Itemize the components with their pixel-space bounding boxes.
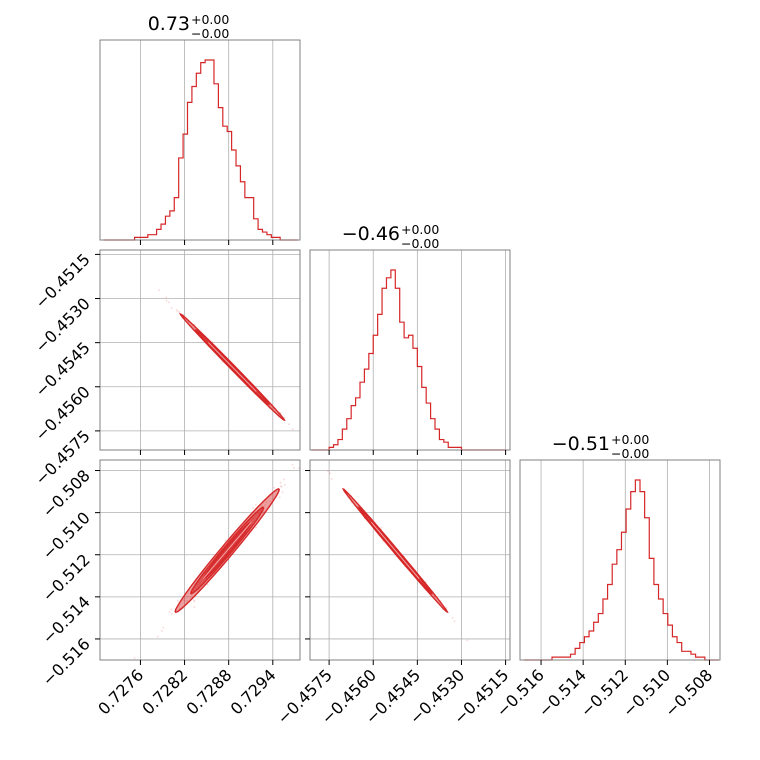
- scatter-point: [265, 501, 268, 504]
- param-title-1: −0.46: [342, 223, 400, 245]
- panel-frame: [309, 459, 511, 661]
- x-tick-label: 0.7288: [182, 665, 235, 718]
- param-err-minus-0: −0.00: [191, 26, 229, 41]
- scatter-point: [168, 610, 171, 613]
- scatter-point: [282, 478, 285, 481]
- x-tick-label: 0.7276: [94, 665, 147, 718]
- panel-frame: [519, 459, 721, 661]
- scatter-point: [380, 526, 383, 529]
- scatter-point: [175, 308, 178, 311]
- scatter-point: [193, 606, 196, 609]
- contour-core: [207, 342, 257, 392]
- scatter-point: [165, 299, 168, 302]
- param-err-minus-2: −0.00: [611, 446, 649, 461]
- scatter-point: [288, 423, 290, 426]
- scatter-point: [330, 478, 333, 480]
- scatter-point: [269, 404, 271, 407]
- scatter-point: [254, 503, 257, 506]
- scatter-point: [445, 607, 448, 609]
- panel-1-1: −0.46 +0.00−0.00: [309, 222, 511, 455]
- scatter-point: [255, 526, 258, 529]
- panel-frame: [309, 249, 511, 451]
- scatter-point: [291, 428, 294, 430]
- scatter-point: [451, 617, 454, 619]
- scatter-point: [224, 539, 227, 542]
- scatter-point: [176, 599, 179, 602]
- scatter-point: [291, 463, 294, 466]
- histogram-step-2: [524, 479, 719, 661]
- param-err-plus-1: +0.00: [401, 222, 439, 237]
- scatter-point: [167, 301, 170, 304]
- scatter-point: [279, 481, 282, 484]
- scatter-point: [273, 486, 275, 489]
- scatter-point: [162, 626, 165, 629]
- scatter-point: [252, 507, 254, 509]
- panel-2-1: −0.4575−0.4560−0.4545−0.4530−0.4515: [273, 459, 512, 728]
- scatter-point: [327, 470, 329, 473]
- scatter-point: [278, 496, 281, 499]
- panel-frame: [99, 459, 301, 661]
- scatter-point: [158, 289, 160, 292]
- scatter-point: [170, 306, 173, 309]
- scatter-point: [466, 639, 469, 642]
- param-title-0: 0.73: [148, 13, 190, 35]
- scatter-point: [283, 416, 286, 419]
- panel-frame: [99, 39, 301, 241]
- histogram-step-0: [103, 59, 298, 241]
- scatter-point: [193, 599, 196, 602]
- scatter-point: [264, 504, 266, 507]
- scatter-point: [165, 296, 168, 299]
- panel-0-0: 0.73 +0.00−0.00: [99, 12, 301, 245]
- scatter-point: [293, 466, 295, 469]
- scatter-point: [193, 600, 196, 603]
- contour-core: [202, 522, 252, 580]
- panel-2-2: −0.51 +0.00−0.00−0.516−0.514−0.512−0.510−…: [493, 432, 721, 721]
- x-tick-label: −0.508: [661, 665, 716, 720]
- param-err-plus-2: +0.00: [611, 432, 649, 447]
- x-tick-label: 0.7282: [138, 665, 191, 718]
- scatter-point: [156, 635, 159, 638]
- scatter-point: [280, 485, 283, 488]
- x-tick-label: 0.7294: [227, 665, 280, 718]
- scatter-point: [453, 620, 456, 623]
- scatter-point: [161, 629, 163, 632]
- scatter-point: [176, 310, 179, 313]
- panel-1-0: −0.4575−0.4560−0.4545−0.4530−0.4515: [31, 249, 301, 489]
- contour-core: [370, 521, 420, 580]
- param-err-plus-0: +0.00: [191, 12, 229, 27]
- scatter-point: [182, 599, 185, 602]
- scatter-point: [283, 484, 286, 486]
- scatter-point: [269, 500, 272, 503]
- scatter-point: [279, 485, 282, 488]
- panel-frame: [99, 249, 301, 451]
- histogram-step-1: [311, 269, 506, 451]
- scatter-point: [185, 599, 188, 602]
- param-err-minus-1: −0.00: [401, 236, 439, 251]
- scatter-point: [133, 657, 136, 659]
- scatter-point: [178, 311, 181, 313]
- panel-2-0: 0.72760.72820.72880.7294−0.516−0.514−0.5…: [39, 459, 301, 718]
- param-title-2: −0.51: [552, 433, 610, 455]
- scatter-point: [206, 583, 209, 586]
- scatter-point: [170, 608, 173, 611]
- scatter-point: [260, 505, 263, 508]
- scatter-point: [170, 612, 173, 615]
- scatter-point: [432, 594, 435, 597]
- scatter-point: [281, 491, 284, 494]
- scatter-point: [328, 472, 331, 475]
